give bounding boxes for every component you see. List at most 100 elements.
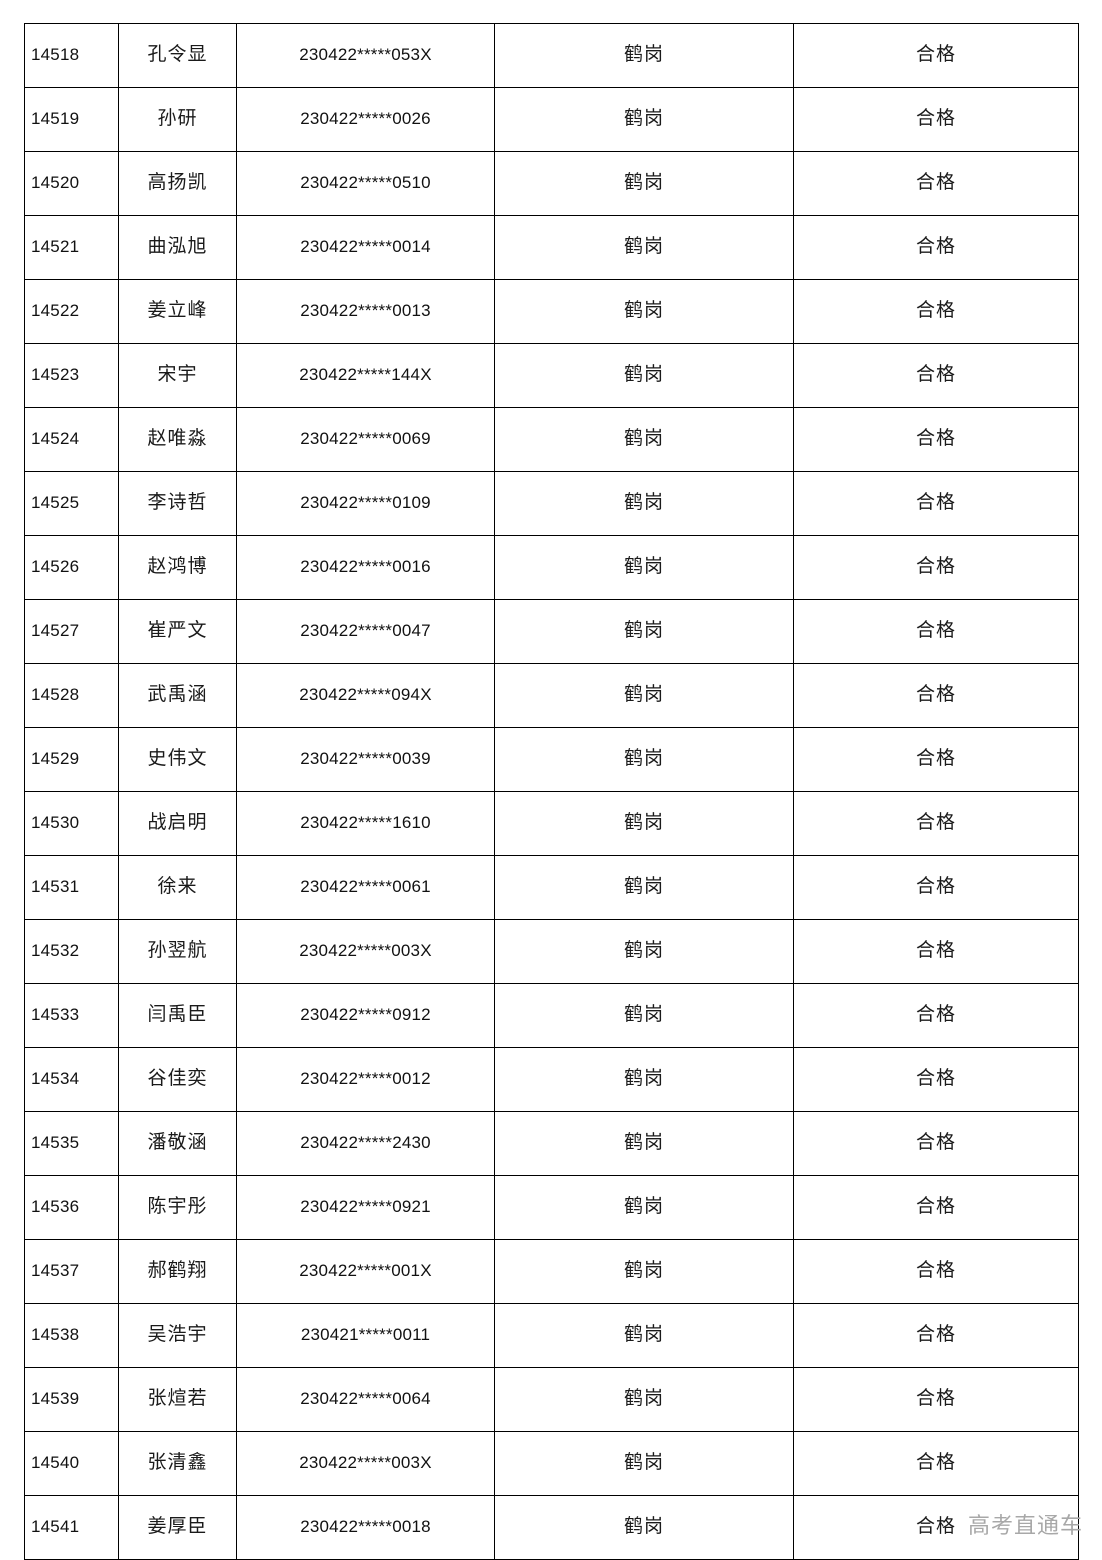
cell-candidate-name: 崔严文 <box>118 599 237 664</box>
cell-result-status: 合格 <box>793 727 1079 792</box>
cell-result-status: 合格 <box>793 1175 1079 1240</box>
table-row: 14537 郝鹤翔 230422*****001X 鹤岗 合格 <box>24 1239 1079 1304</box>
cell-id-number: 230421*****0011 <box>236 1303 495 1368</box>
cell-candidate-name: 史伟文 <box>118 727 237 792</box>
cell-city: 鹤岗 <box>494 1367 794 1432</box>
table-row: 14522 姜立峰 230422*****0013 鹤岗 合格 <box>24 279 1079 344</box>
cell-city: 鹤岗 <box>494 983 794 1048</box>
cell-city: 鹤岗 <box>494 535 794 600</box>
cell-sequence-number: 14536 <box>24 1175 119 1240</box>
table-row: 14521 曲泓旭 230422*****0014 鹤岗 合格 <box>24 215 1079 280</box>
cell-candidate-name: 赵唯淼 <box>118 407 237 472</box>
cell-candidate-name: 孔令显 <box>118 23 237 88</box>
cell-candidate-name: 孙翌航 <box>118 919 237 984</box>
cell-candidate-name: 潘敬涵 <box>118 1111 237 1176</box>
cell-id-number: 230422*****003X <box>236 919 495 984</box>
cell-candidate-name: 陈宇彤 <box>118 1175 237 1240</box>
cell-sequence-number: 14522 <box>24 279 119 344</box>
cell-result-status: 合格 <box>793 23 1079 88</box>
cell-sequence-number: 14520 <box>24 151 119 216</box>
cell-sequence-number: 14533 <box>24 983 119 1048</box>
cell-candidate-name: 李诗哲 <box>118 471 237 536</box>
cell-result-status: 合格 <box>793 1239 1079 1304</box>
cell-city: 鹤岗 <box>494 151 794 216</box>
cell-id-number: 230422*****0109 <box>236 471 495 536</box>
cell-id-number: 230422*****0018 <box>236 1495 495 1560</box>
cell-candidate-name: 武禹涵 <box>118 663 237 728</box>
cell-city: 鹤岗 <box>494 407 794 472</box>
table-row: 14536 陈宇彤 230422*****0921 鹤岗 合格 <box>24 1175 1079 1240</box>
cell-city: 鹤岗 <box>494 1303 794 1368</box>
cell-candidate-name: 徐来 <box>118 855 237 920</box>
cell-id-number: 230422*****0039 <box>236 727 495 792</box>
cell-candidate-name: 宋宇 <box>118 343 237 408</box>
cell-sequence-number: 14523 <box>24 343 119 408</box>
cell-id-number: 230422*****0013 <box>236 279 495 344</box>
cell-city: 鹤岗 <box>494 1111 794 1176</box>
cell-id-number: 230422*****0047 <box>236 599 495 664</box>
table-row: 14538 吴浩宇 230421*****0011 鹤岗 合格 <box>24 1303 1079 1368</box>
table-row: 14539 张煊若 230422*****0064 鹤岗 合格 <box>24 1367 1079 1432</box>
cell-candidate-name: 吴浩宇 <box>118 1303 237 1368</box>
table-row: 14533 闫禹臣 230422*****0912 鹤岗 合格 <box>24 983 1079 1048</box>
cell-result-status: 合格 <box>793 1111 1079 1176</box>
cell-result-status: 合格 <box>793 87 1079 152</box>
table-row: 14534 谷佳奕 230422*****0012 鹤岗 合格 <box>24 1047 1079 1112</box>
table-body: 14518 孔令显 230422*****053X 鹤岗 合格 14519 孙研 230422… <box>24 23 1079 1560</box>
cell-result-status: 合格 <box>793 1047 1079 1112</box>
table-row: 14540 张清鑫 230422*****003X 鹤岗 合格 <box>24 1431 1079 1496</box>
cell-city: 鹤岗 <box>494 855 794 920</box>
cell-id-number: 230422*****0064 <box>236 1367 495 1432</box>
cell-result-status: 合格 <box>793 1431 1079 1496</box>
cell-candidate-name: 姜厚臣 <box>118 1495 237 1560</box>
cell-result-status: 合格 <box>793 1367 1079 1432</box>
cell-candidate-name: 谷佳奕 <box>118 1047 237 1112</box>
cell-candidate-name: 闫禹臣 <box>118 983 237 1048</box>
cell-id-number: 230422*****0069 <box>236 407 495 472</box>
cell-sequence-number: 14538 <box>24 1303 119 1368</box>
cell-sequence-number: 14537 <box>24 1239 119 1304</box>
cell-sequence-number: 14527 <box>24 599 119 664</box>
cell-result-status: 合格 <box>793 791 1079 856</box>
cell-id-number: 230422*****1610 <box>236 791 495 856</box>
table-row: 14519 孙研 230422*****0026 鹤岗 合格 <box>24 87 1079 152</box>
cell-id-number: 230422*****003X <box>236 1431 495 1496</box>
cell-sequence-number: 14525 <box>24 471 119 536</box>
cell-city: 鹤岗 <box>494 215 794 280</box>
cell-id-number: 230422*****0026 <box>236 87 495 152</box>
cell-result-status: 合格 <box>793 343 1079 408</box>
cell-candidate-name: 郝鹤翔 <box>118 1239 237 1304</box>
cell-sequence-number: 14528 <box>24 663 119 728</box>
table-row: 14530 战启明 230422*****1610 鹤岗 合格 <box>24 791 1079 856</box>
cell-id-number: 230422*****0921 <box>236 1175 495 1240</box>
cell-sequence-number: 14530 <box>24 791 119 856</box>
cell-candidate-name: 高扬凯 <box>118 151 237 216</box>
cell-result-status: 合格 <box>793 215 1079 280</box>
cell-id-number: 230422*****2430 <box>236 1111 495 1176</box>
cell-city: 鹤岗 <box>494 1431 794 1496</box>
cell-id-number: 230422*****0912 <box>236 983 495 1048</box>
cell-result-status: 合格 <box>793 983 1079 1048</box>
cell-sequence-number: 14529 <box>24 727 119 792</box>
cell-sequence-number: 14534 <box>24 1047 119 1112</box>
table-row: 14529 史伟文 230422*****0039 鹤岗 合格 <box>24 727 1079 792</box>
table-row: 14524 赵唯淼 230422*****0069 鹤岗 合格 <box>24 407 1079 472</box>
cell-result-status: 合格 <box>793 919 1079 984</box>
cell-result-status: 合格 <box>793 407 1079 472</box>
cell-city: 鹤岗 <box>494 87 794 152</box>
cell-result-status: 合格 <box>793 1303 1079 1368</box>
cell-result-status: 合格 <box>793 1495 1079 1560</box>
cell-sequence-number: 14541 <box>24 1495 119 1560</box>
cell-result-status: 合格 <box>793 535 1079 600</box>
cell-city: 鹤岗 <box>494 471 794 536</box>
cell-id-number: 230422*****144X <box>236 343 495 408</box>
candidate-result-table: 14518 孔令显 230422*****053X 鹤岗 合格 14519 孙研 230422… <box>24 23 1079 1560</box>
cell-result-status: 合格 <box>793 855 1079 920</box>
table-row: 14532 孙翌航 230422*****003X 鹤岗 合格 <box>24 919 1079 984</box>
cell-result-status: 合格 <box>793 471 1079 536</box>
cell-city: 鹤岗 <box>494 279 794 344</box>
table-row: 14527 崔严文 230422*****0047 鹤岗 合格 <box>24 599 1079 664</box>
cell-sequence-number: 14518 <box>24 23 119 88</box>
table-row: 14528 武禹涵 230422*****094X 鹤岗 合格 <box>24 663 1079 728</box>
